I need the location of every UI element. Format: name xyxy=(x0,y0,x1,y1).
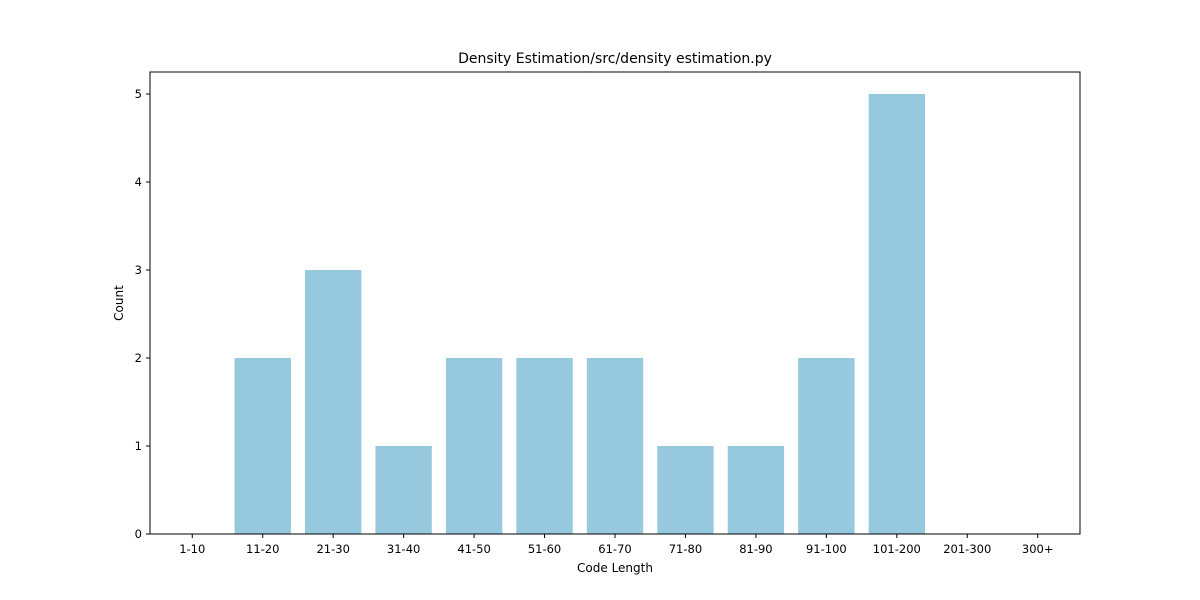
bar-41-50 xyxy=(445,358,503,534)
x-tick-label: 61-70 xyxy=(598,542,631,556)
y-tick-label: 5 xyxy=(135,87,142,101)
bar-61-70 xyxy=(586,358,644,534)
bar-101-200 xyxy=(868,94,925,534)
x-tick-label: 71-80 xyxy=(669,542,702,556)
x-ticks-group: 1-10 11-20 21-30 31-40 41-50 51-60 61-70 71-80 8… xyxy=(179,534,1054,556)
chart-title: Density Estimation/src/density estimatio… xyxy=(458,51,772,67)
bar-81-90 xyxy=(727,446,785,534)
x-axis-label: Code Length xyxy=(577,561,653,575)
y-tick-label: 3 xyxy=(135,263,142,277)
bars-group xyxy=(234,94,925,534)
x-tick-label: 81-90 xyxy=(739,542,772,556)
x-tick-label: 1-10 xyxy=(179,542,205,556)
x-tick-label: 51-60 xyxy=(528,542,561,556)
x-tick-label: 300+ xyxy=(1022,542,1054,556)
y-tick-label: 4 xyxy=(135,175,142,189)
bar-31-40 xyxy=(375,446,432,534)
y-tick-label: 0 xyxy=(135,527,142,541)
bar-51-60 xyxy=(516,358,573,534)
x-tick-label: 31-40 xyxy=(387,542,420,556)
x-tick-label: 11-20 xyxy=(246,542,279,556)
bar-21-30 xyxy=(305,270,362,534)
x-tick-label: 21-30 xyxy=(316,542,349,556)
x-tick-label: 201-300 xyxy=(943,542,991,556)
x-tick-label: 101-200 xyxy=(873,542,921,556)
y-axis-label: Count xyxy=(112,285,126,321)
y-tick-label: 2 xyxy=(135,351,142,365)
y-tick-label: 1 xyxy=(135,439,142,453)
bar-91-100 xyxy=(798,358,855,534)
bar-11-20 xyxy=(234,358,291,534)
bar-71-80 xyxy=(657,446,714,534)
plot-frame xyxy=(149,71,1081,535)
x-tick-label: 41-50 xyxy=(457,542,490,556)
x-tick-label: 91-100 xyxy=(806,542,847,556)
y-ticks-group: 0 1 2 3 4 5 xyxy=(135,87,150,541)
